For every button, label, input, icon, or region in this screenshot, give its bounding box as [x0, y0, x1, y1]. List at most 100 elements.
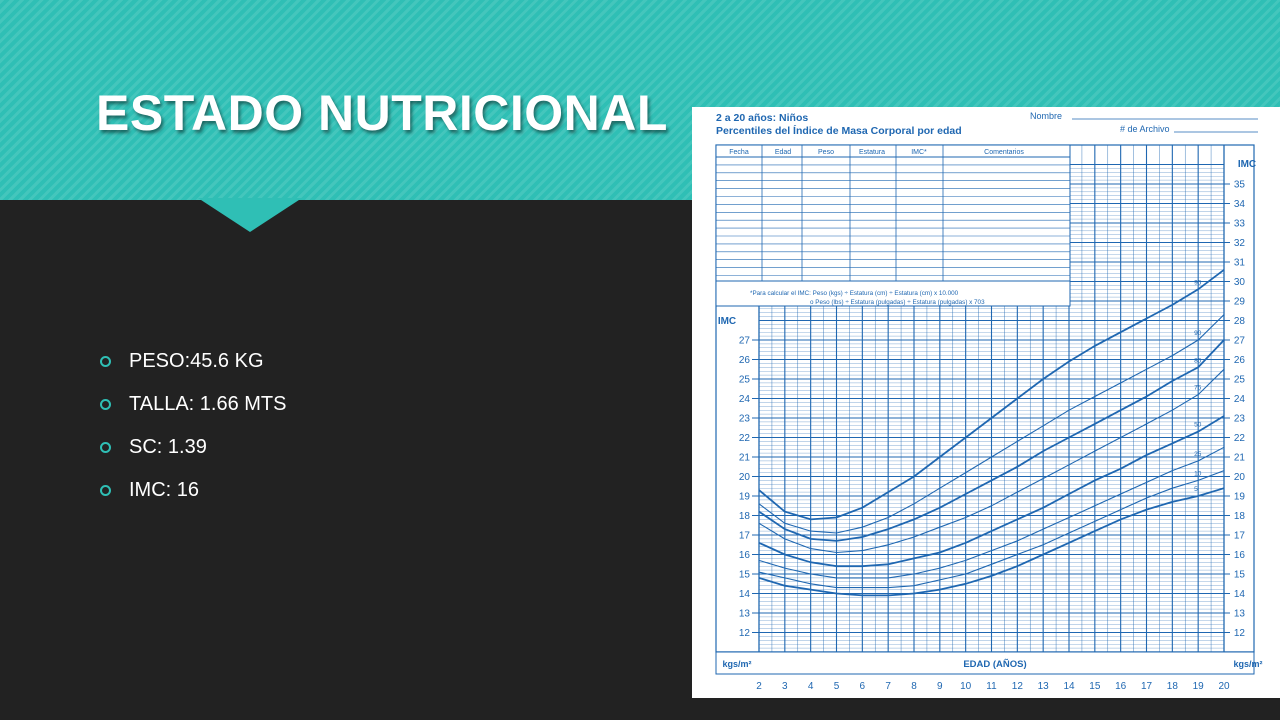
- y-tick-left: 15: [739, 570, 751, 581]
- bullet-list: PESO:45.6 KG TALLA: 1.66 MTS SC: 1.39 IM…: [100, 340, 286, 512]
- percentile-curves: 95 90 85 75 50 25 10 5: [758, 269, 1225, 597]
- percentile-label-90: 90: [1194, 330, 1202, 337]
- percentile-curve-50: [758, 415, 1225, 568]
- slide-header: [0, 0, 1280, 200]
- y-tick-left: 24: [739, 394, 751, 405]
- bullet-sc: SC: 1.39: [100, 426, 286, 469]
- table-header-edad: Edad: [775, 149, 791, 156]
- slide-title: ESTADO NUTRICIONAL: [96, 85, 668, 141]
- y-tick-right: 32: [1234, 238, 1246, 249]
- bullet-circle-icon: [100, 442, 111, 453]
- y-tick-left: 16: [739, 550, 751, 561]
- x-tick: 17: [1141, 681, 1153, 692]
- record-table-lines: [715, 145, 1071, 307]
- x-tick: 12: [1012, 681, 1024, 692]
- record-table: [715, 144, 1071, 307]
- x-tick: 11: [986, 681, 997, 692]
- y-tick-right: 25: [1234, 375, 1246, 386]
- x-tick: 14: [1063, 681, 1075, 692]
- bullet-peso: PESO:45.6 KG: [100, 340, 286, 383]
- bullet-circle-icon: [100, 356, 111, 367]
- bullet-circle-icon: [100, 485, 111, 496]
- chart-subtitle: Percentiles del Índice de Masa Corporal …: [716, 124, 962, 137]
- y-tick-right: 29: [1234, 297, 1246, 308]
- x-tick: 8: [911, 681, 917, 692]
- bullet-imc: IMC: 16: [100, 469, 286, 512]
- percentile-curve-90: [758, 314, 1225, 534]
- y-tick-right: 27: [1234, 336, 1246, 347]
- y-tick-right: 23: [1234, 414, 1246, 425]
- percentile-label-5: 5: [1194, 486, 1198, 493]
- y-axis-title-left: IMC: [718, 316, 736, 327]
- y-tick-right: 33: [1234, 219, 1246, 230]
- y-tick-right: 17: [1234, 531, 1246, 542]
- table-header-peso: Peso: [818, 149, 834, 156]
- percentile-label-25: 25: [1194, 451, 1202, 458]
- percentile-label-50: 50: [1194, 422, 1202, 429]
- bullet-label: TALLA: 1.66 MTS: [129, 393, 287, 415]
- y-tick-right: 21: [1234, 453, 1246, 464]
- table-header-estatura: Estatura: [859, 149, 885, 156]
- y-tick-right: 18: [1234, 511, 1246, 522]
- y-tick-right: 19: [1234, 492, 1246, 503]
- y-tick-right: 15: [1234, 570, 1246, 581]
- x-axis-title-bg: [954, 656, 1036, 670]
- x-tick: 18: [1167, 681, 1179, 692]
- y-tick-right: 31: [1234, 258, 1246, 269]
- x-axis-title: EDAD (AÑOS): [963, 659, 1026, 670]
- x-tick: 20: [1218, 681, 1230, 692]
- percentile-curve-85: [758, 339, 1225, 542]
- percentile-curve-5: [758, 487, 1225, 597]
- x-tick: 16: [1115, 681, 1127, 692]
- y-tick-right: 13: [1234, 609, 1246, 620]
- y-tick-right: 22: [1234, 433, 1246, 444]
- bullet-label: SC: 1.39: [129, 436, 207, 458]
- x-tick: 10: [960, 681, 972, 692]
- bullet-talla: TALLA: 1.66 MTS: [100, 383, 286, 426]
- y-tick-left: 27: [739, 336, 751, 347]
- y-tick-left: 14: [739, 589, 751, 600]
- x-tick: 4: [808, 681, 814, 692]
- x-tick: 2: [756, 681, 762, 692]
- bmi-formula-line1: *Para calcular el IMC: Peso (kgs) ÷ Esta…: [750, 290, 959, 297]
- y-tick-right: 34: [1234, 199, 1246, 210]
- y-tick-right: 20: [1234, 472, 1246, 483]
- percentile-label-95: 95: [1194, 279, 1202, 286]
- x-tick: 5: [834, 681, 840, 692]
- axis-ticks: 1213141516171819202122232425262712131415…: [739, 180, 1246, 693]
- x-tick: 6: [860, 681, 866, 692]
- unit-label-right: kgs/m²: [1233, 659, 1262, 669]
- y-axis-title-right: IMC: [1238, 159, 1256, 170]
- y-tick-left: 12: [739, 628, 751, 639]
- y-tick-left: 18: [739, 511, 751, 522]
- name-label: Nombre: [1030, 111, 1062, 121]
- percentile-curve-75: [758, 368, 1225, 554]
- y-tick-left: 19: [739, 492, 751, 503]
- y-tick-left: 26: [739, 355, 751, 366]
- percentile-label-75: 75: [1194, 385, 1202, 392]
- bmi-growth-chart: 95 90 85 75 50 25 10 5 2 a 20 años: Niños Perce…: [692, 107, 1280, 698]
- x-tick: 9: [937, 681, 943, 692]
- y-tick-right: 26: [1234, 355, 1246, 366]
- table-header-imc: IMC*: [911, 149, 927, 156]
- y-tick-left: 13: [739, 609, 751, 620]
- table-header-fecha: Fecha: [729, 149, 749, 156]
- percentile-curve-10: [758, 470, 1225, 589]
- y-tick-right: 30: [1234, 277, 1246, 288]
- x-tick: 13: [1038, 681, 1050, 692]
- percentile-curve-95: [758, 269, 1225, 521]
- y-tick-left: 20: [739, 472, 751, 483]
- x-tick: 7: [885, 681, 891, 692]
- y-tick-right: 28: [1234, 316, 1246, 327]
- y-tick-left: 21: [739, 453, 751, 464]
- table-header-comentarios: Comentarios: [984, 149, 1024, 156]
- y-tick-left: 23: [739, 414, 751, 425]
- bmi-formula-line2: o Peso (lbs) ÷ Estatura (pulgadas) ÷ Est…: [810, 299, 985, 306]
- unit-label-left: kgs/m²: [722, 659, 751, 669]
- y-tick-right: 16: [1234, 550, 1246, 561]
- file-number-label: # de Archivo: [1120, 124, 1170, 134]
- x-tick: 19: [1193, 681, 1205, 692]
- x-tick: 15: [1089, 681, 1101, 692]
- chart-title: 2 a 20 años: Niños: [716, 112, 808, 124]
